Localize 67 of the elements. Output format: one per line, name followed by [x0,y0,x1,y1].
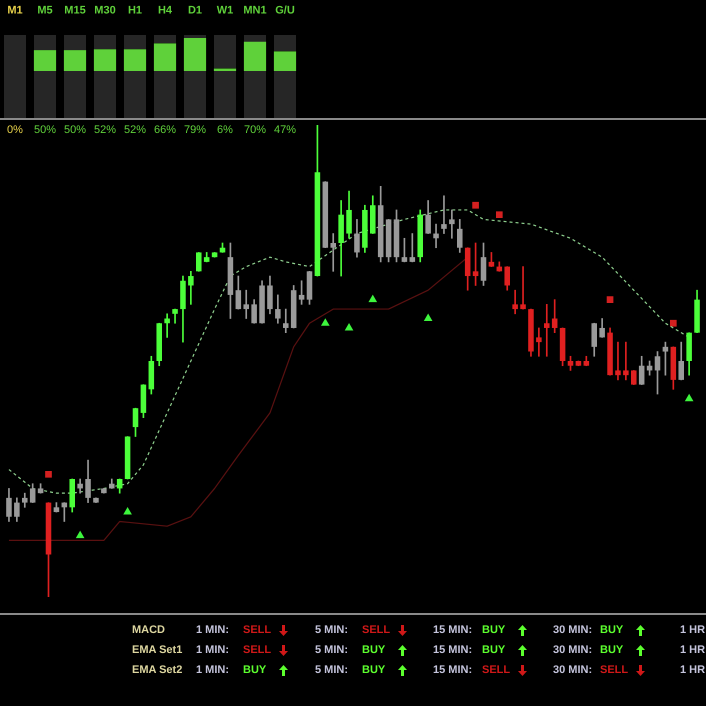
point [368,295,377,302]
text: BUY [600,644,624,656]
text: 5 MIN: [315,644,348,656]
text: BUY [482,644,506,656]
x-tick-label: M30 [94,4,116,17]
point [606,296,614,303]
data-label: 50% [34,124,56,136]
bar [214,68,236,71]
point [76,531,84,538]
candlestick [631,370,637,385]
x-tick-label: D1 [188,4,202,17]
text: 1 MIN: [196,664,229,676]
point [670,320,677,327]
text: 1 HR: [680,624,706,636]
text: 30 MIN: [553,644,592,656]
data-label: 52% [124,124,146,136]
text: 5 MIN: [315,664,348,676]
data-label: 52% [94,124,116,136]
candlestick [212,252,218,258]
point [45,470,52,478]
x-tick-label: M15 [64,4,86,17]
text: BUY [362,664,386,676]
point [472,202,479,209]
text: MACD [132,624,165,636]
text: 30 MIN: [553,624,592,636]
x-tick-label: G/U [275,4,295,17]
data-label: 50% [64,124,86,136]
text: SELL [243,624,272,636]
text: EMA Set1 [132,644,182,656]
point [496,211,503,218]
x-tick-label: M5 [37,4,53,17]
candlestick [93,498,99,503]
text: SELL [482,664,510,676]
point [424,314,432,322]
text: 15 MIN: [433,644,472,656]
text: BUY [600,624,624,636]
x-tick-label: H1 [128,4,142,17]
x-tick-label: H4 [158,4,173,17]
text: BUY [482,624,506,636]
candlestick [101,488,107,494]
data-label: 0% [7,124,24,136]
point [685,394,694,402]
text: 1 HR: [680,644,706,656]
x-tick-label: W1 [216,4,234,17]
data-label: 70% [244,124,266,136]
x-tick-label: M1 [7,4,23,17]
point [124,508,132,515]
data-label: 79% [184,124,206,136]
x-tick-label: MN1 [243,4,267,17]
text: SELL [600,664,628,676]
data-label: 47% [274,124,296,136]
point [345,323,354,330]
text: EMA Set2 [132,664,182,676]
text: SELL [243,644,272,656]
text: 15 MIN: [433,624,472,636]
data-label: 6% [217,124,234,136]
text: 1 MIN: [196,644,229,656]
text: BUY [362,644,386,656]
data-label: 66% [154,124,176,136]
text: 30 MIN: [553,664,592,676]
text: 15 MIN: [433,664,472,676]
text: BUY [243,664,266,676]
text: SELL [362,624,390,636]
text: 1 HR: [680,664,706,676]
text: 5 MIN: [315,624,348,636]
point [321,318,330,326]
text: 1 MIN: [196,624,229,636]
